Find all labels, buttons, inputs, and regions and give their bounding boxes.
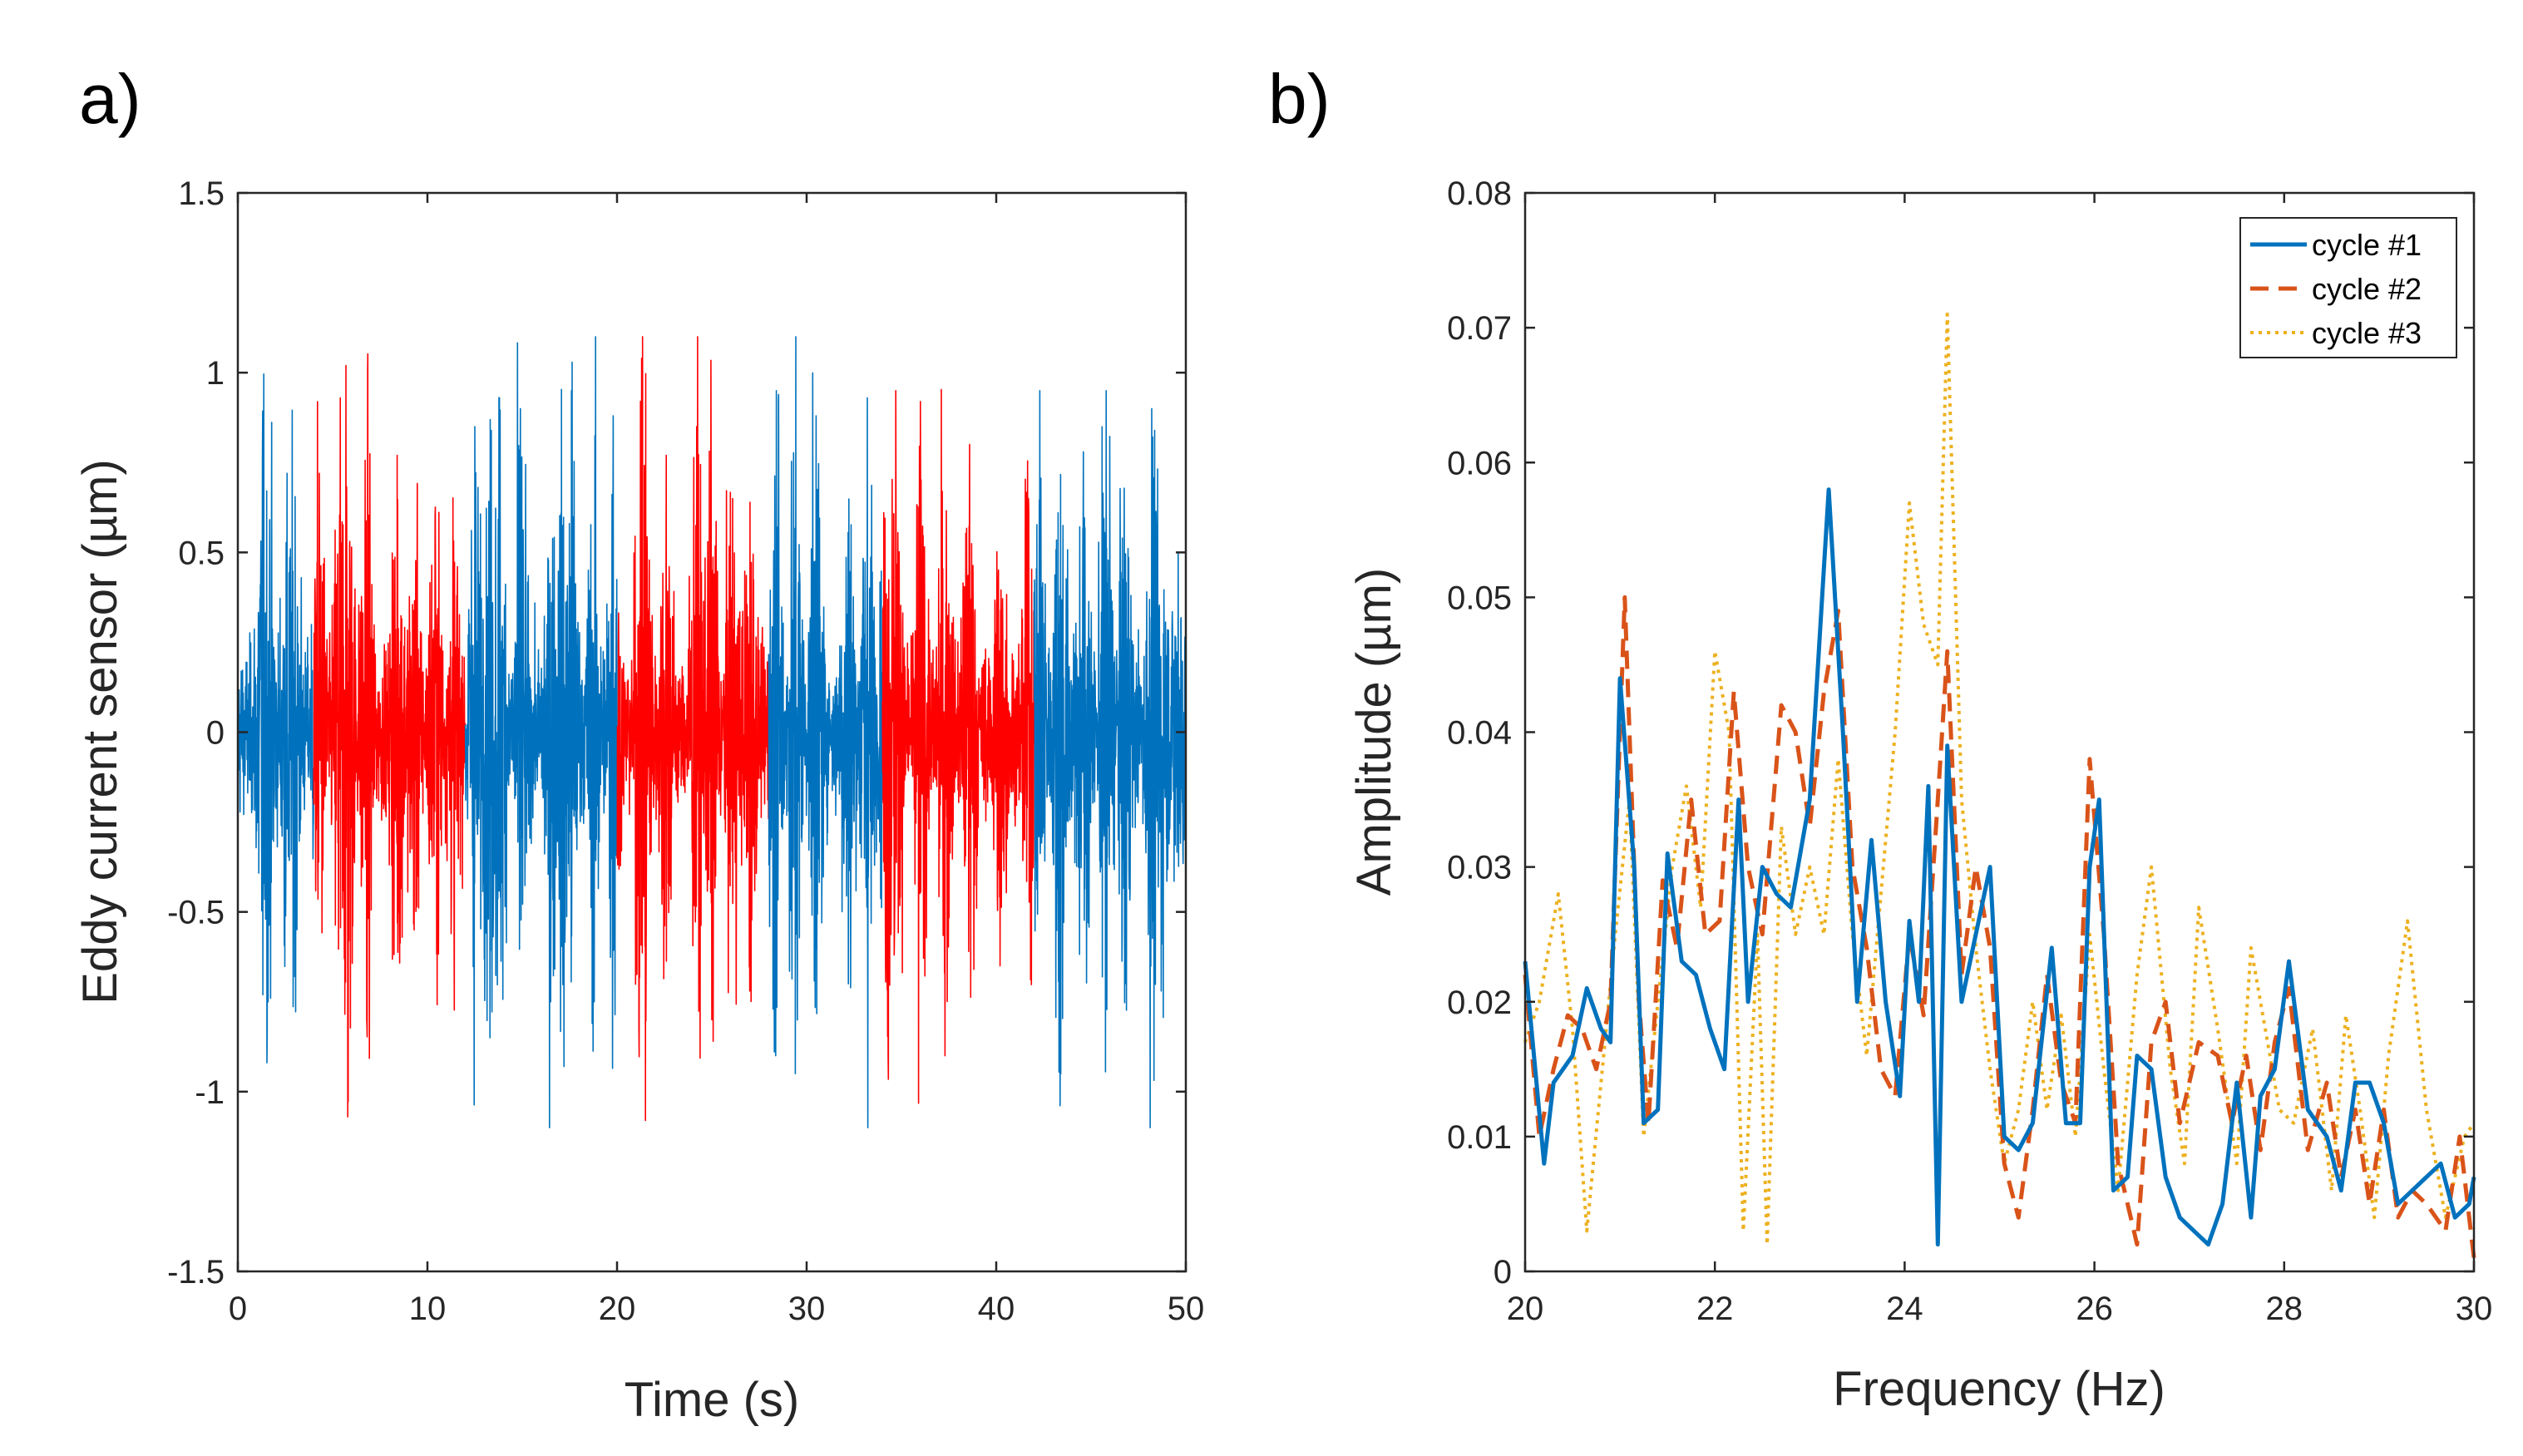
signal-segment — [768, 336, 883, 1128]
panel-a-xtick-label: 0 — [229, 1291, 247, 1327]
panel-a-label: a) — [79, 60, 141, 138]
panel-b-xtick-label: 20 — [1507, 1291, 1544, 1327]
panel-b-legend: cycle #1 cycle #2 cycle #3 — [2239, 217, 2457, 358]
signal-segment — [1033, 390, 1187, 1128]
series-line — [1523, 487, 2476, 1247]
panel-b-plot-background — [1525, 193, 2474, 1271]
panel-a-signal — [237, 336, 1187, 1128]
panel-b-xtick-label: 28 — [2266, 1291, 2303, 1327]
panel-a-xlabel: Time (s) — [625, 1373, 799, 1427]
panel-a-ytick-label: 0 — [206, 715, 225, 752]
panel-b-ytick-label: 0.04 — [1447, 715, 1512, 752]
panel-b-ytick-label: 0 — [1494, 1254, 1512, 1291]
panel-a-ylabel: Eddy current sensor (µm) — [73, 459, 127, 1004]
signal-segment — [464, 336, 618, 1128]
panel-b-xtick-label: 24 — [1886, 1291, 1923, 1327]
panel-a-ytick-label: -1 — [195, 1074, 225, 1111]
panel-b: b) 20 22 24 26 28 30 0 0.01 0.02 0.03 0.04 0.05 0.06… — [1268, 60, 2492, 1416]
panel-b-ytick-label: 0.02 — [1447, 985, 1512, 1021]
panel-b-axes: 20 22 24 26 28 30 0 0.01 0.02 0.03 0.04 0.05 0.06 0.0… — [1447, 175, 2492, 1327]
signal-segment — [616, 336, 770, 1122]
legend-label: cycle #3 — [2312, 316, 2422, 350]
signal-segment — [881, 388, 1035, 1104]
panel-a-frame — [236, 191, 1187, 1273]
panel-b-xtick-label: 26 — [2076, 1291, 2113, 1327]
panel-b-xtick-label: 22 — [1696, 1291, 1734, 1327]
signal-segment — [313, 353, 467, 1118]
panel-b-ytick-label: 0.07 — [1447, 310, 1512, 347]
panel-b-ylabel: Amplitude (µm) — [1347, 568, 1401, 896]
panel-a-ytick-label: 0.5 — [178, 535, 225, 571]
panel-a-ytick-label: -1.5 — [167, 1254, 225, 1291]
signal-segment — [237, 373, 314, 1064]
panel-b-xtick-label: 30 — [2456, 1291, 2493, 1327]
legend-label: cycle #1 — [2312, 228, 2422, 262]
panel-b-ytick-label: 0.03 — [1447, 850, 1512, 886]
panel-a-xtick-label: 20 — [599, 1291, 636, 1327]
panel-a-xtick-label: 50 — [1168, 1291, 1205, 1327]
legend-label: cycle #2 — [2312, 272, 2422, 306]
panel-a-axes: 0 10 20 30 40 50 -1.5 -1 -0.5 0 0.5 1 1.5 — [167, 175, 1204, 1327]
panel-b-ytick-label: 0.05 — [1447, 580, 1512, 616]
panel-a-xtick-label: 30 — [788, 1291, 826, 1327]
panel-b-ytick-label: 0.08 — [1447, 175, 1512, 212]
panel-b-ytick-label: 0.01 — [1447, 1119, 1512, 1156]
panel-a-ytick-label: -0.5 — [167, 895, 225, 931]
panel-b-series — [1523, 312, 2476, 1259]
panel-a-ytick-label: 1 — [206, 355, 225, 392]
panel-b-ytick-label: 0.06 — [1447, 445, 1512, 481]
panel-a: a) 0 10 20 30 40 50 -1.5 -1 -0.5 0 0.5 1 1.5 Time (s… — [73, 60, 1204, 1427]
panel-b-frame — [1523, 191, 2476, 1273]
panel-b-label: b) — [1268, 60, 1331, 138]
panel-a-xtick-label: 40 — [978, 1291, 1015, 1327]
panel-b-xlabel: Frequency (Hz) — [1833, 1362, 2165, 1416]
panel-a-xtick-label: 10 — [409, 1291, 447, 1327]
panel-a-ytick-label: 1.5 — [178, 175, 225, 212]
